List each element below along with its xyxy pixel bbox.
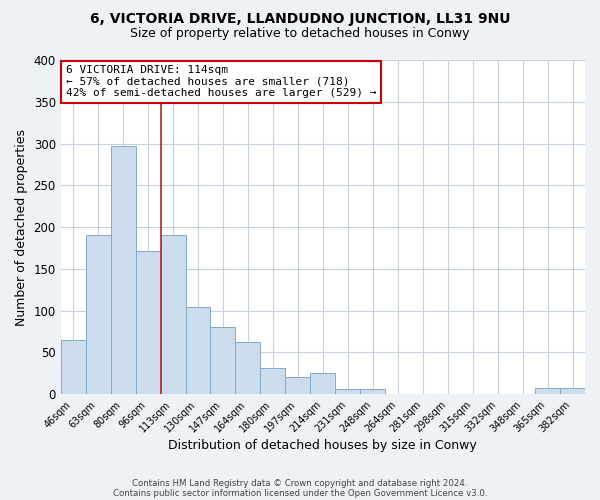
Bar: [136, 250, 161, 394]
Bar: [260, 368, 286, 394]
Bar: [286, 376, 310, 394]
Text: Size of property relative to detached houses in Conwy: Size of property relative to detached ho…: [130, 28, 470, 40]
X-axis label: Distribution of detached houses by size in Conwy: Distribution of detached houses by size …: [169, 440, 477, 452]
Bar: [235, 342, 260, 394]
Bar: [535, 388, 560, 394]
Bar: [86, 236, 110, 394]
Text: Contains HM Land Registry data © Crown copyright and database right 2024.: Contains HM Land Registry data © Crown c…: [132, 478, 468, 488]
Text: 6 VICTORIA DRIVE: 114sqm
← 57% of detached houses are smaller (718)
42% of semi-: 6 VICTORIA DRIVE: 114sqm ← 57% of detach…: [66, 65, 376, 98]
Bar: [185, 306, 211, 394]
Bar: [161, 236, 185, 394]
Bar: [560, 388, 585, 394]
Bar: [335, 389, 360, 394]
Y-axis label: Number of detached properties: Number of detached properties: [15, 128, 28, 326]
Bar: [61, 340, 86, 394]
Text: Contains public sector information licensed under the Open Government Licence v3: Contains public sector information licen…: [113, 488, 487, 498]
Bar: [110, 146, 136, 394]
Bar: [211, 328, 235, 394]
Text: 6, VICTORIA DRIVE, LLANDUDNO JUNCTION, LL31 9NU: 6, VICTORIA DRIVE, LLANDUDNO JUNCTION, L…: [90, 12, 510, 26]
Bar: [360, 389, 385, 394]
Bar: [310, 374, 335, 394]
